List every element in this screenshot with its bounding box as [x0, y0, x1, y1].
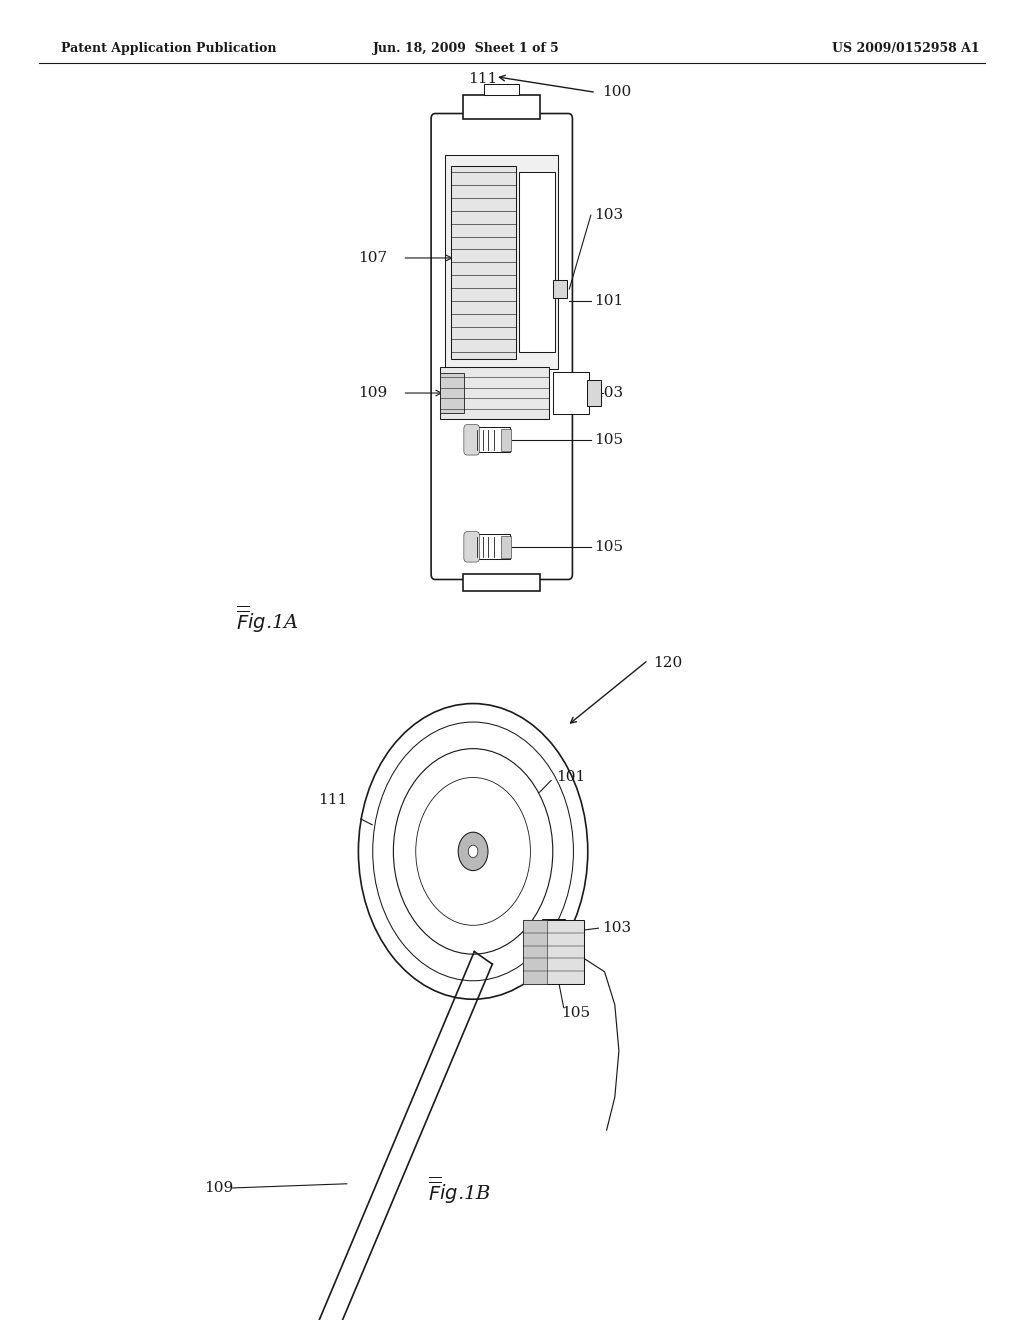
Text: 111: 111 — [469, 71, 498, 86]
Bar — [522, 920, 584, 983]
Bar — [553, 280, 567, 298]
Text: 103: 103 — [602, 921, 632, 935]
Bar — [502, 536, 511, 558]
Bar — [445, 156, 558, 370]
Text: 109: 109 — [204, 1181, 233, 1195]
Text: 100: 100 — [602, 86, 632, 99]
Circle shape — [416, 777, 530, 925]
FancyBboxPatch shape — [431, 114, 572, 579]
Text: 107: 107 — [358, 251, 387, 265]
Bar — [467, 535, 510, 560]
Bar — [484, 84, 519, 95]
Text: 120: 120 — [653, 656, 683, 669]
Text: 103: 103 — [594, 209, 623, 222]
Bar — [467, 428, 510, 453]
Bar — [440, 367, 550, 420]
Bar — [463, 95, 541, 119]
Text: 109: 109 — [358, 385, 388, 400]
Bar — [553, 372, 589, 414]
Bar — [440, 374, 464, 413]
Circle shape — [358, 704, 588, 999]
FancyBboxPatch shape — [464, 425, 479, 455]
Text: 101: 101 — [594, 294, 624, 308]
Bar — [587, 380, 601, 405]
Bar — [519, 173, 555, 352]
Text: Jun. 18, 2009  Sheet 1 of 5: Jun. 18, 2009 Sheet 1 of 5 — [373, 42, 559, 55]
Bar — [542, 919, 564, 945]
Circle shape — [468, 845, 478, 858]
Text: $\mathit{\overline{\overline{F}}ig}$.1B: $\mathit{\overline{\overline{F}}ig}$.1B — [428, 1175, 492, 1206]
Text: Patent Application Publication: Patent Application Publication — [61, 42, 276, 55]
Circle shape — [458, 832, 488, 871]
Text: 101: 101 — [556, 771, 585, 784]
FancyBboxPatch shape — [464, 532, 479, 562]
Text: 103: 103 — [594, 385, 623, 400]
Text: $\mathit{\overline{\overline{F}}ig}$.1A: $\mathit{\overline{\overline{F}}ig}$.1A — [236, 603, 298, 635]
Bar — [502, 429, 511, 451]
Text: US 2009/0152958 A1: US 2009/0152958 A1 — [833, 42, 980, 55]
Text: 105: 105 — [594, 540, 623, 554]
Text: 111: 111 — [318, 792, 347, 807]
Bar — [463, 574, 541, 591]
Bar — [522, 920, 547, 983]
Bar — [451, 166, 516, 359]
Text: 105: 105 — [594, 433, 623, 447]
Circle shape — [393, 748, 553, 954]
Text: 105: 105 — [561, 1006, 591, 1019]
